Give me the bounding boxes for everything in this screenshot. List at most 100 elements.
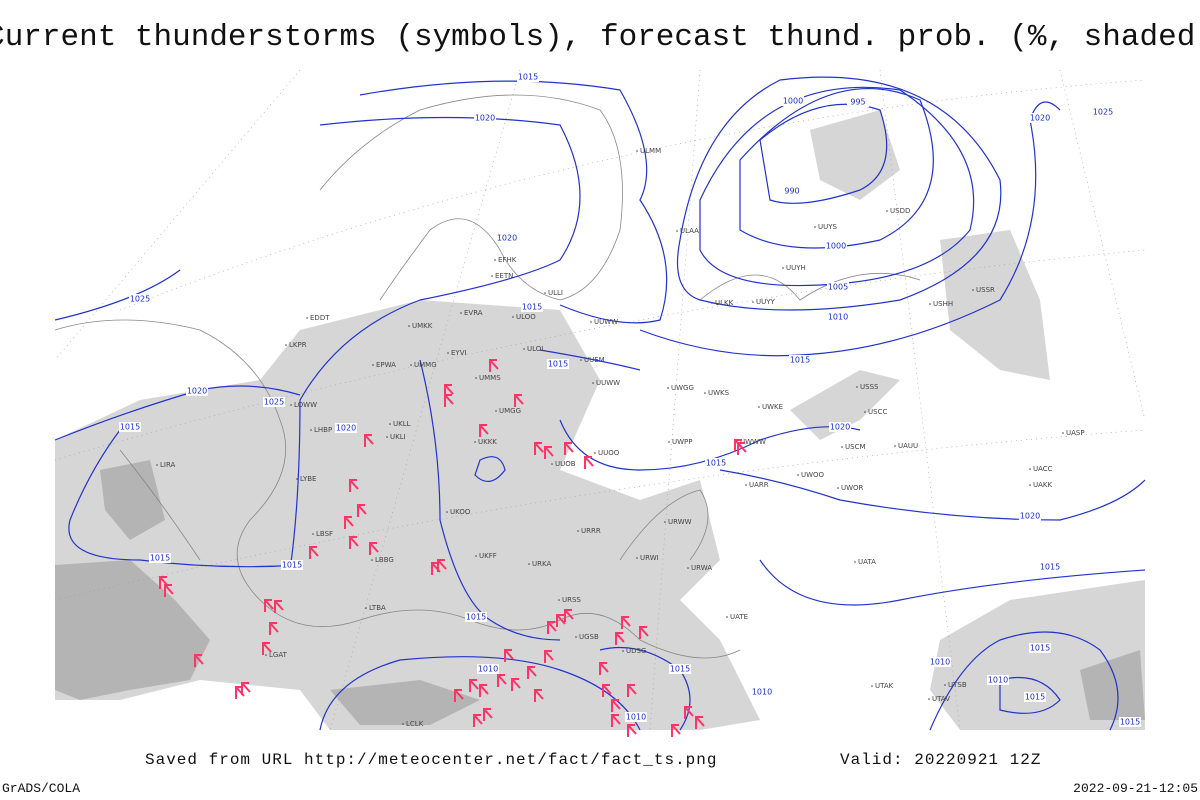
- thunderstorm-symbol: [349, 479, 359, 492]
- station-dot: [1029, 484, 1031, 486]
- thunderstorm-symbol: [483, 708, 493, 721]
- station-code: ULKK: [715, 299, 734, 307]
- isobar: [359, 80, 668, 324]
- station-dot: [475, 377, 477, 379]
- isobar-label: 1015: [1030, 644, 1050, 653]
- station-dot: [577, 530, 579, 532]
- station-code: EVRA: [464, 309, 483, 317]
- isobar: [676, 76, 1002, 311]
- graticule: [54, 69, 1146, 731]
- thunderstorm-symbol: [602, 684, 612, 697]
- isobar-label: 1015: [1040, 563, 1060, 572]
- thunderstorm-symbol: [547, 621, 557, 634]
- thunderstorm-symbol: [369, 542, 379, 555]
- thunderstorm-symbol: [164, 584, 174, 597]
- isobar-label-bg: [517, 72, 539, 82]
- station-dot: [758, 406, 760, 408]
- thunderstorm-symbol: [504, 649, 514, 662]
- isobar-label: 995: [850, 98, 865, 107]
- station-code: UTAV: [932, 695, 950, 703]
- shaded-area: [810, 110, 900, 200]
- isobar-label: 1015: [1025, 693, 1045, 702]
- isobar: [739, 88, 934, 249]
- station-code: UWPP: [672, 438, 693, 446]
- station-code: UUOO: [598, 449, 620, 457]
- isobar-label-bg: [825, 241, 847, 251]
- isobar-label: 1025: [1093, 108, 1113, 117]
- isobar-label: 1000: [783, 97, 803, 106]
- isobar-label-bg: [781, 186, 803, 196]
- thunderstorm-symbol: [497, 674, 507, 687]
- thunderstorm-symbol: [544, 446, 554, 459]
- station-code: LBSF: [316, 530, 333, 538]
- station-dot: [667, 387, 669, 389]
- shaded-area: [790, 370, 900, 440]
- thunderstorm-symbol: [357, 504, 367, 517]
- isobar-label-bg: [149, 553, 171, 563]
- isobar-label: 1020: [497, 234, 517, 243]
- thunderstorm-symbol: [734, 439, 744, 452]
- station-code: USDD: [890, 207, 910, 215]
- isobar-label: 1015: [1120, 718, 1140, 727]
- isobar-label-bg: [129, 294, 151, 304]
- station-dot: [296, 478, 298, 480]
- thunderstorm-symbol: [615, 632, 625, 645]
- station-code: UMMG: [414, 361, 437, 369]
- isobar-label-bg: [1029, 113, 1051, 123]
- station-dot: [512, 316, 514, 318]
- thunderstorm-symbol: [534, 442, 544, 455]
- isobar-label: 1015: [282, 561, 302, 570]
- station-code: UASP: [1066, 429, 1085, 437]
- thunderstorm-symbol: [584, 456, 594, 469]
- station-code: EDDT: [310, 314, 330, 322]
- station-dot: [854, 561, 856, 563]
- station-dot: [306, 317, 308, 319]
- isobar-label: 1015: [522, 303, 542, 312]
- station-code: UKLI: [390, 433, 406, 441]
- isobar-label-bg: [335, 423, 357, 433]
- thunderstorm-symbol: [564, 442, 574, 455]
- station-dot: [944, 684, 946, 686]
- station-code: EYVI: [451, 349, 467, 357]
- isobar-label-bg: [827, 312, 849, 322]
- station-dot: [523, 348, 525, 350]
- station-dot: [575, 636, 577, 638]
- station-code: URSS: [562, 596, 581, 604]
- thunderstorm-symbol: [473, 714, 483, 727]
- station-dot: [928, 698, 930, 700]
- isobar-label: 1020: [1030, 114, 1050, 123]
- isobar-label: 1010: [828, 313, 848, 322]
- station-dot: [551, 463, 553, 465]
- isobar-label: 1010: [752, 688, 772, 697]
- station-dot: [894, 445, 896, 447]
- station-dot: [1062, 432, 1064, 434]
- isobar-label-bg: [1029, 643, 1051, 653]
- station-dot: [1029, 468, 1031, 470]
- isobar-label: 1010: [626, 713, 646, 722]
- thunderstorm-symbol: [511, 678, 521, 691]
- station-code: UKLL: [393, 420, 411, 428]
- thunderstorm-symbol: [479, 684, 489, 697]
- station-code: URWA: [691, 564, 712, 572]
- shaded-area-dark: [330, 680, 480, 725]
- isobar-label-bg: [1119, 717, 1141, 727]
- station-code: UUWW: [596, 379, 620, 387]
- station-code: ULMM: [640, 147, 661, 155]
- station-dot: [972, 289, 974, 291]
- station-code: UTAK: [875, 682, 894, 690]
- thunderstorm-symbol: [437, 559, 447, 572]
- station-dot: [841, 446, 843, 448]
- station-code: UMGG: [499, 407, 521, 415]
- isobar-label: 1000: [826, 242, 846, 251]
- thunderstorm-symbol: [241, 682, 251, 695]
- station-code: UWWW: [740, 438, 766, 446]
- station-code: UWOR: [841, 484, 864, 492]
- station-code: UUEM: [584, 356, 605, 364]
- isobar-label: 990: [784, 187, 799, 196]
- valid-time: Valid: 20220921 12Z: [840, 751, 1041, 769]
- station-code: UMMS: [479, 374, 501, 382]
- station-dot: [558, 599, 560, 601]
- isobar-label-bg: [751, 687, 773, 697]
- station-dot: [704, 392, 706, 394]
- station-dot: [386, 436, 388, 438]
